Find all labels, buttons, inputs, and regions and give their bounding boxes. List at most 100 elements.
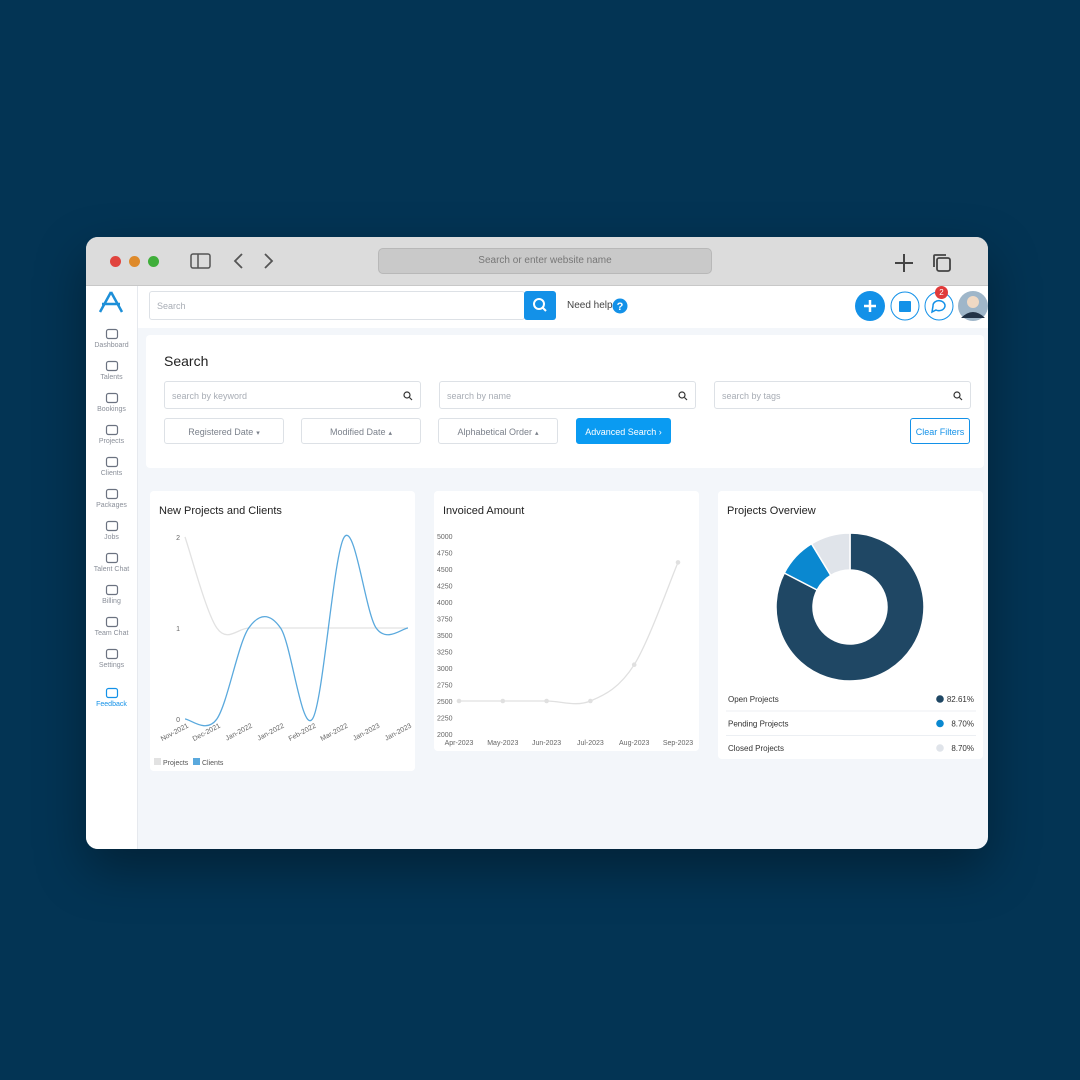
nav-label: Feedback <box>96 701 127 708</box>
nav-label: Projects <box>98 438 125 445</box>
help-icon[interactable]: ? <box>612 298 628 314</box>
icon-shape <box>105 392 118 404</box>
nav-item[interactable]: Packages <box>86 488 137 509</box>
nav-icon <box>105 328 118 340</box>
nav-label: Team Chat <box>94 630 129 637</box>
nav-item[interactable]: Billing <box>86 584 137 605</box>
x-tick-label: Apr-2023 <box>445 740 474 747</box>
value-label: 82.61% <box>947 695 974 704</box>
icon-shape <box>105 687 118 699</box>
y-tick-label: 2000 <box>437 732 453 739</box>
legend-swatch <box>193 758 200 765</box>
icon-shape <box>105 424 118 436</box>
legend-label: Closed Projects <box>728 744 784 753</box>
address-bar[interactable]: Search or enter website name <box>378 248 712 274</box>
sidebar-toggle[interactable] <box>190 253 212 269</box>
nav-item[interactable]: Jobs <box>86 520 137 541</box>
close-button[interactable] <box>110 256 121 267</box>
y-tick-label: 1 <box>176 626 180 633</box>
nav-item[interactable]: Bookings <box>86 392 137 413</box>
nav-icon <box>105 520 118 532</box>
y-tick-label: 2500 <box>437 699 453 706</box>
minimize-button[interactable] <box>129 256 140 267</box>
nav-item[interactable]: Dashboard <box>86 328 137 349</box>
sidebar: Dashboard Talents Bookings Projects Clients P… <box>86 286 138 849</box>
nav-item[interactable]: Feedback <box>86 687 137 708</box>
y-tick-label: 2250 <box>437 716 453 723</box>
sort-button[interactable]: Registered Date ▾ <box>164 418 284 444</box>
clear-label: Clear Filters <box>915 427 965 437</box>
icon-shape <box>403 391 411 399</box>
nav-label: Talents <box>100 374 123 381</box>
field-placeholder: search by name <box>447 391 512 401</box>
notification-badge: 2 <box>935 286 948 299</box>
nav-icon <box>105 488 118 500</box>
nav-arrows[interactable] <box>232 252 282 270</box>
y-tick-label: 4250 <box>437 584 453 591</box>
icon-shape <box>678 391 686 399</box>
icon-shape <box>684 397 688 401</box>
legend-label: Pending Projects <box>728 720 788 729</box>
zoom-button[interactable] <box>148 256 159 267</box>
advanced-search-button[interactable]: Advanced Search › <box>576 418 671 444</box>
nav-label: Dashboard <box>94 342 129 349</box>
global-search[interactable]: Search <box>149 291 525 320</box>
point <box>544 698 549 704</box>
nav-icon <box>105 360 118 372</box>
chart-title: New Projects and Clients <box>159 505 282 517</box>
sort-label: Registered Date <box>188 427 254 437</box>
x-tick-label: May-2023 <box>487 740 518 747</box>
chart-title: Projects Overview <box>727 505 816 517</box>
value-label: 8.70% <box>951 744 974 753</box>
nav-label: Settings <box>98 662 125 669</box>
sort-button[interactable]: Modified Date ▴ <box>301 418 421 444</box>
nav-icon <box>105 687 118 699</box>
address-placeholder: Search or enter website name <box>478 255 612 266</box>
tabs[interactable] <box>932 253 952 273</box>
point <box>631 662 637 667</box>
nav-item[interactable]: Talent Chat <box>86 552 137 573</box>
advanced-label: Advanced Search <box>585 427 657 437</box>
y-tick-label: 3750 <box>437 617 453 624</box>
y-tick-label: 4500 <box>437 567 453 574</box>
y-tick-label: 3000 <box>437 666 453 673</box>
search-placeholder: Search <box>157 301 186 311</box>
nav-label: Bookings <box>97 406 126 413</box>
y-tick-label: 4000 <box>437 600 453 607</box>
sort-button[interactable]: Alphabetical Order ▴ <box>438 418 558 444</box>
chart-panel: Projects Overview Open Projects 82.61% Pend… <box>718 491 983 759</box>
nav-icon <box>105 584 118 596</box>
nav-item[interactable]: Talents <box>86 360 137 381</box>
field-placeholder: search by tags <box>722 391 781 401</box>
legend-dot <box>936 695 944 703</box>
field-placeholder: search by keyword <box>172 391 248 401</box>
nav-item[interactable]: Settings <box>86 648 137 669</box>
sort-caret: ▾ <box>256 430 260 437</box>
icon-shape <box>105 648 118 660</box>
icon-shape <box>953 391 961 399</box>
search-button[interactable] <box>524 291 556 320</box>
legend-dot <box>936 744 944 752</box>
icon-shape <box>105 360 118 372</box>
search-icon <box>678 391 688 401</box>
icon-shape <box>105 552 118 564</box>
logo[interactable] <box>98 291 124 313</box>
top-actions <box>855 291 988 321</box>
nav-item[interactable]: Clients <box>86 456 137 477</box>
search-field[interactable]: search by name <box>439 381 696 409</box>
search-field[interactable]: search by tags <box>714 381 971 409</box>
nav-item[interactable]: Projects <box>86 424 137 445</box>
nav-item[interactable]: Team Chat <box>86 616 137 637</box>
search-field[interactable]: search by keyword <box>164 381 421 409</box>
search-icon <box>403 391 413 401</box>
line-series <box>184 534 409 727</box>
sort-label: Modified Date <box>329 427 386 437</box>
new-tab[interactable] <box>894 253 914 273</box>
sort-caret: ▴ <box>535 430 539 437</box>
y-tick-label: 3500 <box>437 633 453 640</box>
clear-filters-button[interactable]: Clear Filters <box>910 418 970 444</box>
sort-caret: ▴ <box>388 430 393 437</box>
legend-dot <box>936 719 944 728</box>
help-link[interactable]: Need help <box>567 300 613 311</box>
